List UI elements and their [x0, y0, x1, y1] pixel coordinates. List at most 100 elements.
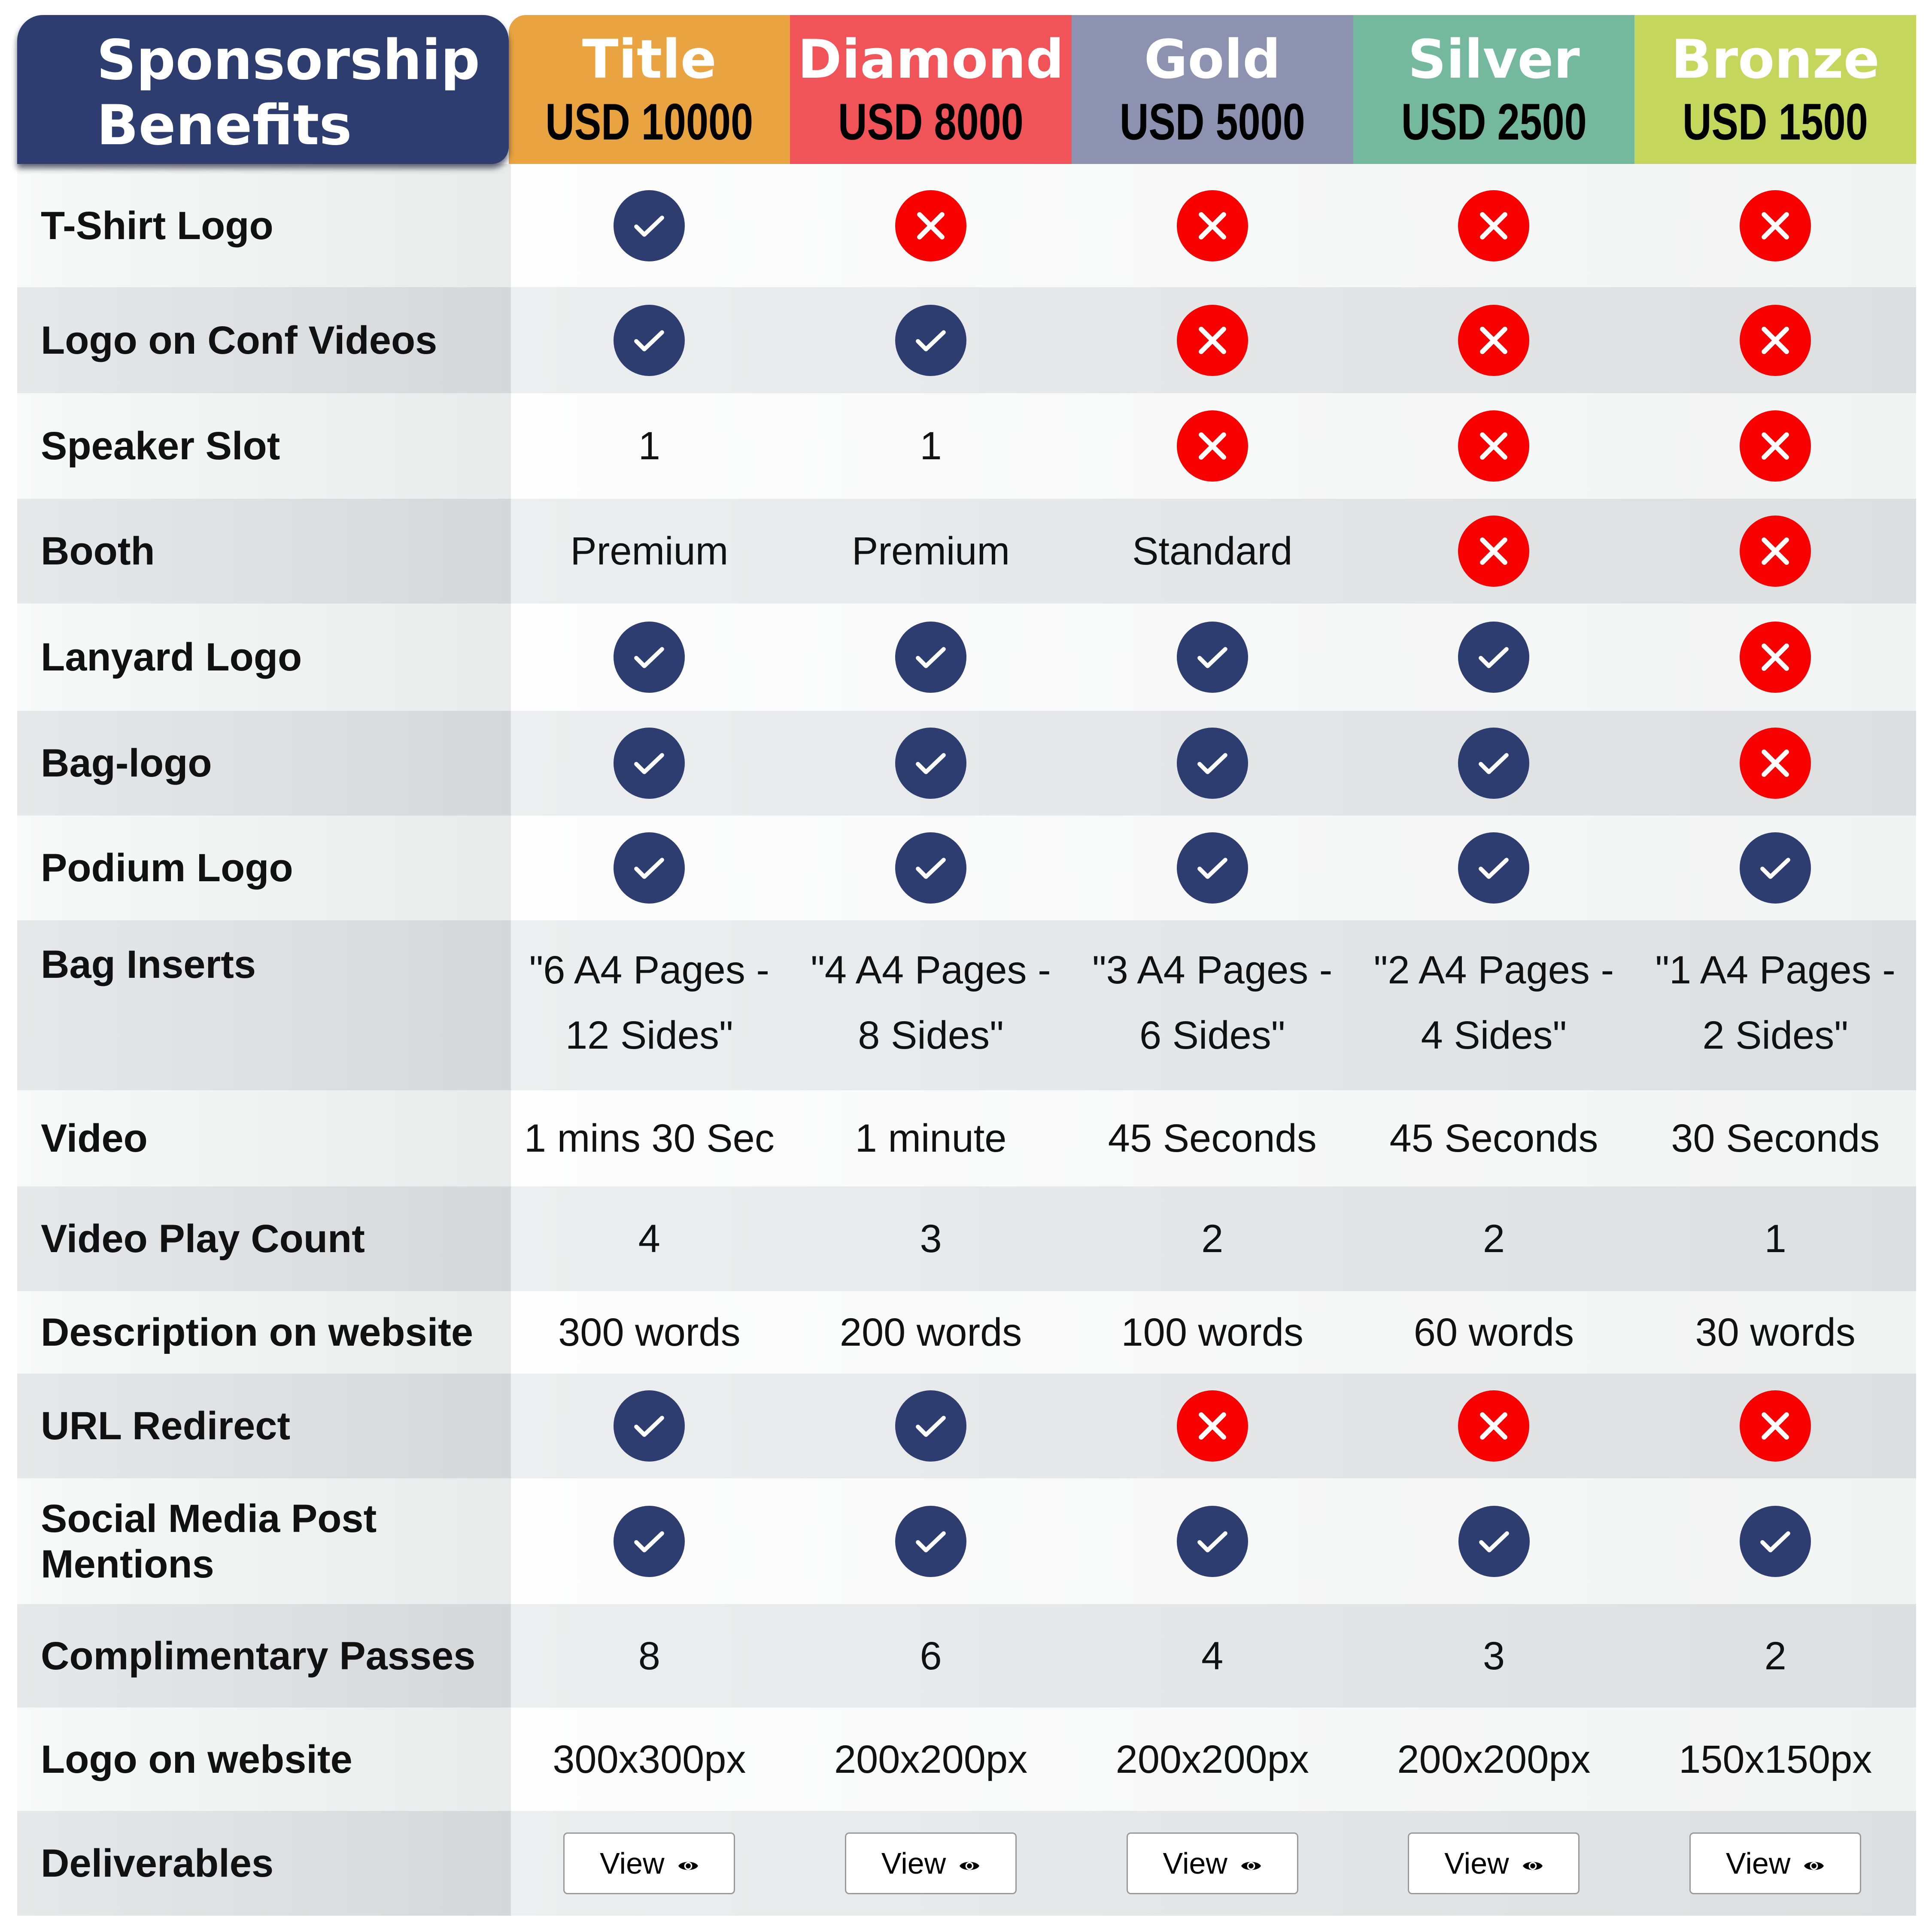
cross-icon: [1740, 304, 1811, 376]
tier-price: USD 10000: [545, 93, 753, 151]
benefit-cell-gold: Standard: [1132, 529, 1293, 573]
benefit-cell-gold: 45 Seconds: [1108, 1116, 1317, 1160]
benefit-cell-bronze: 30 words: [1695, 1310, 1856, 1354]
view-label: View: [600, 1847, 665, 1880]
benefit-cell-bronze: 1: [1764, 1217, 1786, 1261]
check-icon: [1176, 622, 1248, 693]
check-icon: [895, 1390, 967, 1462]
cross-icon: [1740, 728, 1811, 799]
check-icon: [614, 622, 685, 693]
view-deliverables-button[interactable]: View: [563, 1832, 735, 1894]
benefit-cell-title: [509, 1374, 790, 1478]
eye-icon: [1240, 1831, 1262, 1896]
table-body: T-Shirt Logo Logo on Conf Videos Speaker S…: [17, 164, 1916, 1916]
benefit-cell-silver: [1353, 393, 1635, 499]
benefit-label: Logo on website: [41, 1737, 352, 1781]
table-row: Podium Logo: [17, 816, 1916, 920]
check-icon: [1458, 728, 1530, 799]
benefit-cell-diamond: 6: [920, 1634, 942, 1678]
benefit-cell-diamond: Premium: [852, 529, 1010, 573]
benefit-cell-title: [509, 164, 790, 287]
title-line-1: Sponsorship: [97, 28, 480, 92]
check-icon: [614, 304, 685, 376]
benefit-cell-gold: [1072, 604, 1353, 711]
benefit-cell-bronze: [1634, 393, 1916, 499]
benefit-cell-diamond: "4 A4 Pages - 8 Sides": [811, 948, 1051, 1057]
eye-icon: [1522, 1831, 1543, 1896]
table-title: Sponsorship Benefits: [17, 15, 509, 164]
check-icon: [895, 622, 967, 693]
table-row: Bag Inserts "6 A4 Pages - 12 Sides" "4 A4 …: [17, 920, 1916, 1090]
benefit-label: Video: [41, 1116, 148, 1160]
tier-header-bronze: Bronze USD 1500: [1634, 15, 1916, 164]
benefit-cell-bronze: [1634, 711, 1916, 816]
benefit-cell-gold: View: [1072, 1811, 1353, 1916]
tier-header-silver: Silver USD 2500: [1353, 15, 1635, 164]
benefit-cell-diamond: [790, 711, 1072, 816]
benefit-cell-bronze: 2: [1764, 1634, 1786, 1678]
benefit-label: Bag Inserts: [41, 943, 256, 986]
tier-header-diamond: Diamond USD 8000: [790, 15, 1072, 164]
tier-name: Diamond: [797, 28, 1064, 91]
benefit-cell-gold: [1072, 287, 1353, 393]
benefit-cell-title: 1: [638, 424, 660, 468]
cross-icon: [1458, 190, 1530, 261]
table-row: Logo on website 300x300px 200x200px 200x200…: [17, 1708, 1916, 1811]
table-row: URL Redirect: [17, 1374, 1916, 1478]
benefit-cell-gold: [1072, 1478, 1353, 1604]
benefit-cell-gold: [1072, 393, 1353, 499]
benefit-cell-gold: [1072, 164, 1353, 287]
check-icon: [1458, 832, 1530, 904]
benefit-cell-bronze: [1634, 287, 1916, 393]
view-deliverables-button[interactable]: View: [1689, 1832, 1862, 1894]
benefit-cell-diamond: [790, 1374, 1072, 1478]
check-icon: [614, 190, 685, 261]
cross-icon: [1740, 622, 1811, 693]
table-row: Deliverables View View View View View: [17, 1811, 1916, 1916]
benefit-cell-diamond: 1 minute: [855, 1116, 1007, 1160]
tier-name: Silver: [1408, 28, 1580, 91]
check-icon: [1176, 728, 1248, 799]
benefit-cell-diamond: [790, 1478, 1072, 1604]
benefit-label: Podium Logo: [41, 846, 293, 890]
benefit-cell-diamond: [790, 164, 1072, 287]
cross-icon: [1176, 1390, 1248, 1462]
tier-price: USD 8000: [838, 93, 1024, 151]
benefit-cell-title: 4: [638, 1217, 660, 1261]
benefit-cell-gold: [1072, 1374, 1353, 1478]
benefit-cell-bronze: 150x150px: [1679, 1737, 1872, 1781]
cross-icon: [1740, 190, 1811, 261]
table-row: Booth Premium Premium Standard: [17, 499, 1916, 604]
benefit-cell-bronze: "1 A4 Pages - 2 Sides": [1655, 948, 1896, 1057]
benefit-cell-gold: [1072, 816, 1353, 920]
view-deliverables-button[interactable]: View: [1126, 1831, 1298, 1896]
benefit-label: Video Play Count: [41, 1217, 365, 1261]
view-deliverables-button[interactable]: View: [1408, 1832, 1580, 1894]
table-header: Sponsorship Benefits Title USD 10000 Diam…: [17, 15, 1916, 164]
view-deliverables-button[interactable]: View: [845, 1832, 1017, 1894]
tier-name: Gold: [1144, 28, 1281, 91]
check-icon: [1458, 622, 1530, 693]
check-icon: [614, 832, 685, 904]
cross-icon: [1176, 304, 1248, 376]
benefit-cell-bronze: [1634, 1374, 1916, 1478]
check-icon: [1458, 1505, 1530, 1577]
cross-icon: [1458, 304, 1530, 376]
tier-price: USD 1500: [1683, 93, 1868, 151]
benefit-cell-silver: 60 words: [1413, 1310, 1574, 1354]
benefit-label: Logo on Conf Videos: [41, 318, 437, 362]
benefit-cell-silver: [1353, 287, 1635, 393]
eye-icon: [677, 1831, 699, 1896]
benefit-label: Bag-logo: [41, 741, 212, 785]
benefit-cell-silver: 2: [1482, 1217, 1505, 1261]
benefit-cell-silver: [1353, 816, 1635, 920]
cross-icon: [1458, 516, 1530, 587]
eye-icon: [959, 1831, 980, 1896]
table-row: Speaker Slot 1 1: [17, 393, 1916, 499]
view-label: View: [881, 1847, 946, 1880]
table-row: Lanyard Logo: [17, 604, 1916, 711]
table-row: Complimentary Passes 8 6 4 3 2: [17, 1604, 1916, 1708]
sponsorship-table: Sponsorship Benefits Title USD 10000 Diam…: [17, 15, 1916, 1916]
benefit-cell-title: 8: [638, 1634, 660, 1678]
cross-icon: [1458, 1390, 1530, 1462]
